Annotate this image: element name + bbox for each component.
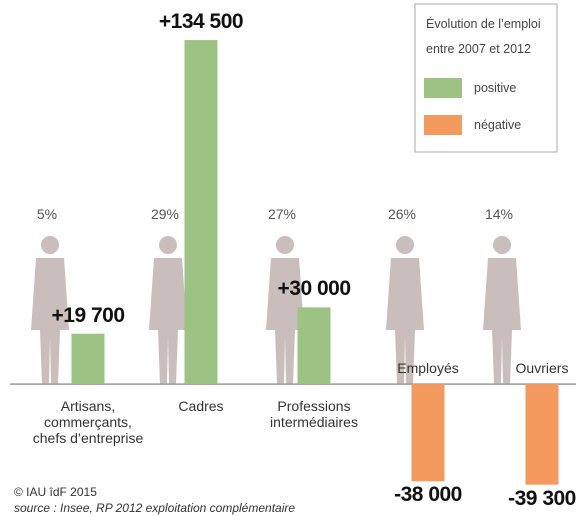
legend-title: Évolution de l’emploi entre 2007 et 2012: [426, 17, 541, 56]
category-label: Professions intermédiaires: [270, 398, 358, 431]
silhouette-head: [276, 236, 294, 254]
legend-label: positive: [474, 81, 517, 95]
source: source : Insee, RP 2012 exploitation com…: [14, 501, 296, 515]
share-label: 14%: [484, 206, 514, 222]
silhouette-body: [31, 258, 69, 385]
legend-swatch: [424, 115, 462, 135]
value-label: +19 700: [51, 303, 126, 327]
category-label: Ouvriers: [515, 360, 569, 377]
share-label: 5%: [36, 206, 58, 222]
bar: [71, 333, 105, 385]
value-label: +30 000: [277, 277, 352, 301]
silhouette-body: [483, 258, 521, 385]
bar: [297, 307, 331, 385]
value-label: -38 000: [394, 483, 462, 507]
category-label: Employés: [397, 360, 459, 377]
silhouette-head: [396, 236, 414, 254]
silhouette-body: [266, 258, 304, 385]
category-label: Cadres: [178, 398, 224, 415]
share-label: 27%: [267, 206, 297, 222]
bar: [411, 384, 445, 482]
bar: [525, 384, 559, 485]
silhouette-head: [493, 236, 511, 254]
silhouette-head: [41, 236, 59, 254]
share-label: 26%: [387, 206, 417, 222]
value-label: -39 300: [508, 486, 576, 510]
silhouette-body: [386, 258, 424, 385]
value-label: +134 500: [158, 10, 244, 34]
silhouette-body: [149, 258, 187, 385]
silhouette-head: [159, 236, 177, 254]
share-label: 29%: [150, 206, 180, 222]
bar: [184, 40, 218, 385]
legend-label: négative: [474, 118, 522, 132]
legend-swatch: [424, 78, 462, 98]
category-label: Artisans, commerçants, chefs d’entrepris…: [32, 398, 144, 447]
credit: © IAU îdF 2015: [14, 485, 97, 499]
